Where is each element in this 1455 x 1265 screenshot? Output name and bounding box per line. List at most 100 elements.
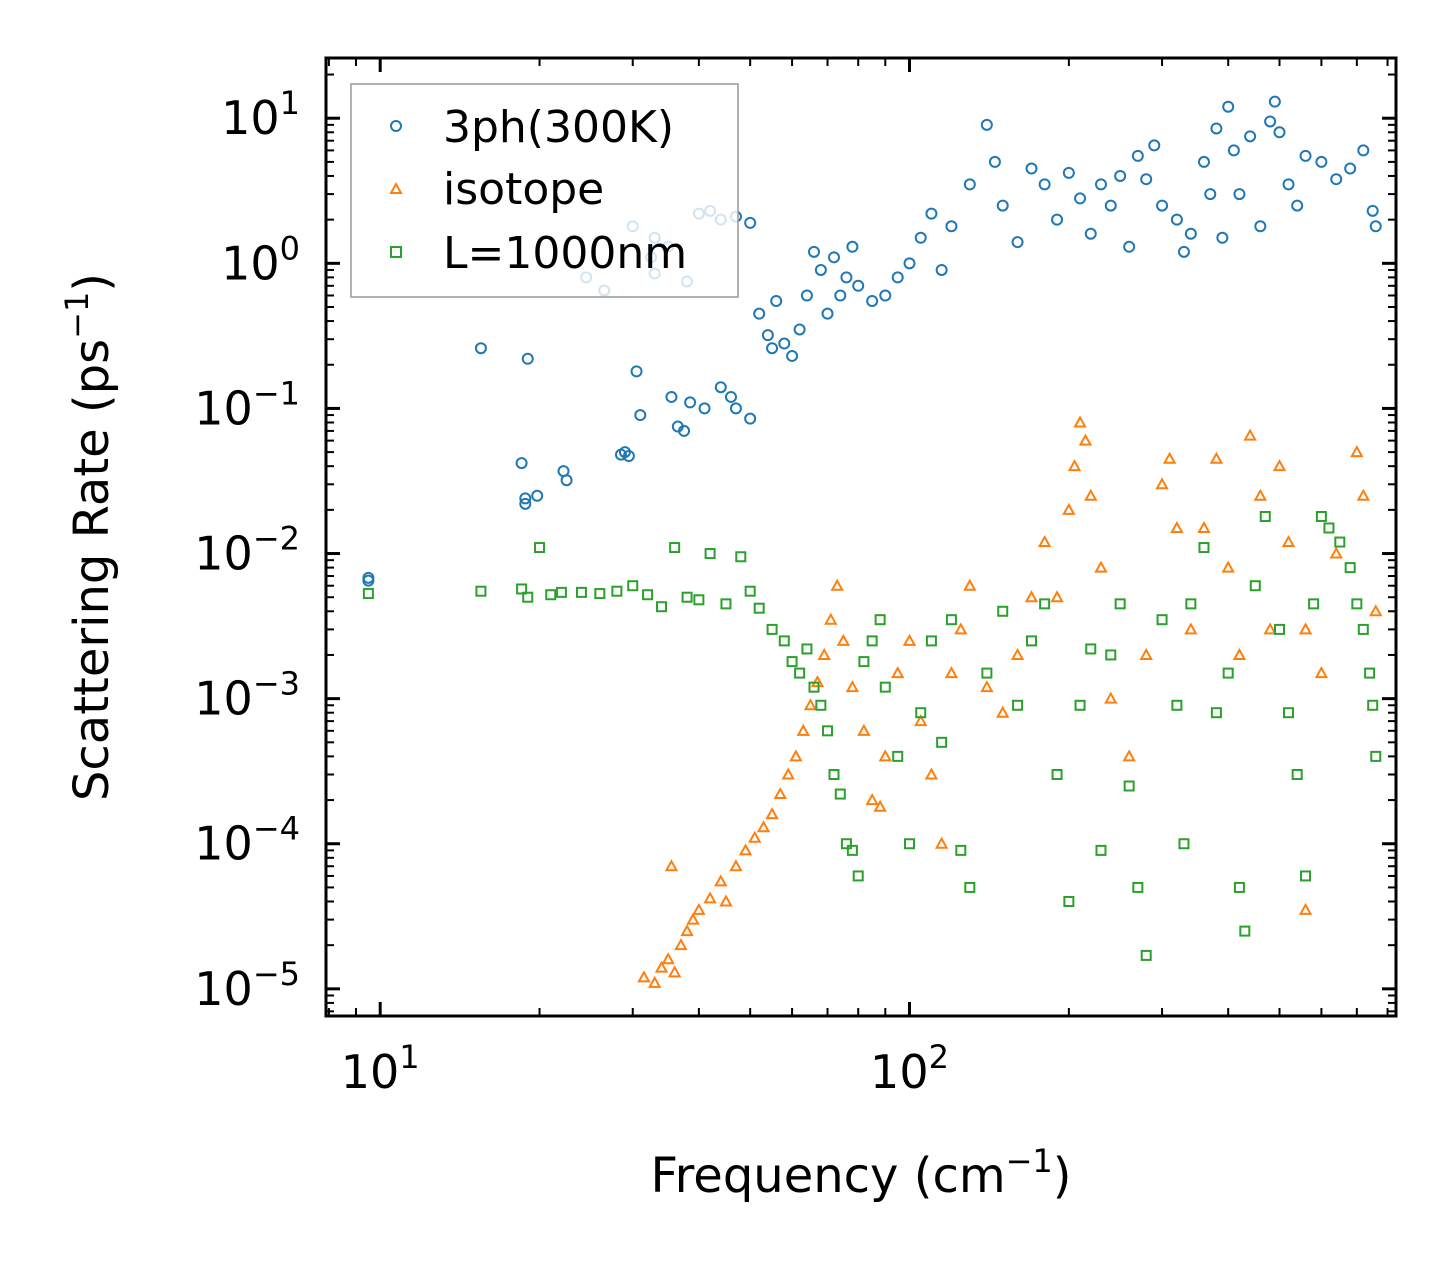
point-2-43: [945, 614, 957, 626]
point-2-10: [627, 580, 639, 592]
point-2-3: [522, 591, 534, 603]
point-0-25: [725, 390, 738, 403]
point-0-4: [519, 492, 532, 505]
point-2-55: [1095, 844, 1107, 856]
legend-box: [350, 83, 739, 298]
point-2-40: [915, 707, 927, 719]
point-1-50: [1078, 433, 1093, 446]
y-tick-label-0: 101: [221, 84, 300, 145]
point-0-51: [846, 240, 859, 253]
point-2-75: [1300, 870, 1312, 882]
point-2-80: [1344, 562, 1356, 574]
point-1-30: [865, 793, 879, 806]
point-2-31: [840, 838, 852, 850]
point-0-5: [519, 497, 532, 510]
legend-marker-3ph: [390, 120, 402, 132]
point-1-48: [1067, 459, 1082, 472]
point-1-16: [765, 807, 779, 820]
point-0-78: [1148, 139, 1161, 152]
point-2-4: [534, 542, 546, 554]
point-0-96: [1291, 199, 1304, 212]
point-1-24: [824, 612, 838, 625]
point-0-54: [879, 289, 892, 302]
point-2-23: [786, 656, 798, 668]
point-1-72: [1329, 546, 1343, 559]
point-2-25: [801, 643, 813, 655]
point-1-1: [647, 975, 662, 988]
point-1-19: [789, 749, 803, 762]
y-tick-label-2: 10−1: [194, 374, 300, 435]
point-0-38: [761, 329, 774, 342]
point-2-60: [1140, 949, 1152, 961]
point-1-74: [1356, 488, 1371, 501]
point-1-31: [873, 799, 887, 812]
point-2-11: [642, 589, 654, 601]
point-1-10: [714, 874, 728, 887]
point-1-35: [914, 714, 928, 727]
point-1-37: [934, 836, 949, 849]
point-0-94: [1273, 126, 1286, 139]
legend-label-l1000nm: L=1000nm: [443, 228, 687, 279]
point-0-3: [515, 457, 528, 470]
point-2-17: [720, 598, 732, 610]
point-0-100: [1344, 162, 1357, 175]
point-2-19: [744, 585, 756, 597]
legend-label-3ph: 3ph(300K): [443, 102, 674, 153]
x-tick-label-1: 102: [870, 1038, 949, 1099]
point-2-27: [815, 699, 827, 711]
point-1-43: [1010, 647, 1025, 660]
point-1-25: [830, 578, 844, 591]
point-2-72: [1273, 623, 1285, 635]
point-0-60: [945, 220, 958, 233]
point-2-84: [1367, 699, 1379, 711]
point-1-60: [1197, 520, 1211, 533]
point-2-33: [852, 870, 864, 882]
point-0-48: [827, 251, 840, 264]
point-0-95: [1282, 178, 1295, 191]
point-2-16: [704, 548, 716, 560]
point-0-85: [1210, 122, 1223, 135]
point-0-40: [770, 294, 783, 307]
point-0-19: [665, 390, 678, 403]
point-2-82: [1357, 623, 1369, 635]
point-0-58: [925, 207, 938, 220]
y-tick-label-4: 10−3: [194, 665, 300, 726]
point-0-66: [1025, 162, 1038, 175]
point-0-55: [891, 271, 904, 284]
point-0-73: [1104, 199, 1117, 212]
point-1-52: [1094, 560, 1108, 573]
point-1-17: [773, 786, 787, 800]
point-2-41: [925, 635, 937, 647]
point-2-48: [1012, 699, 1024, 711]
point-0-37: [753, 307, 766, 320]
point-2-36: [874, 614, 886, 626]
point-1-45: [1037, 534, 1052, 548]
point-2-37: [879, 681, 891, 693]
point-1-22: [810, 675, 825, 688]
point-0-68: [1051, 213, 1064, 226]
point-1-70: [1298, 902, 1313, 915]
point-2-69: [1239, 925, 1251, 937]
point-2-29: [828, 769, 840, 781]
point-1-67: [1272, 459, 1287, 472]
point-2-44: [955, 844, 967, 856]
point-1-26: [664, 859, 679, 872]
point-0-83: [1197, 155, 1210, 168]
x-axis-title: Frequency (cm−1): [650, 1142, 1071, 1204]
point-1-34: [902, 633, 917, 646]
point-0-70: [1074, 192, 1087, 205]
point-2-58: [1123, 780, 1135, 792]
point-0-63: [988, 155, 1001, 168]
point-2-12: [656, 601, 668, 613]
point-1-61: [1209, 451, 1224, 464]
point-0-46: [814, 263, 827, 276]
point-0-57: [914, 231, 927, 244]
point-2-15: [693, 594, 705, 606]
point-2-59: [1132, 881, 1144, 893]
point-1-63: [1232, 647, 1247, 660]
point-0-93: [1268, 95, 1281, 108]
point-2-56: [1105, 649, 1117, 661]
series-1: [637, 415, 1383, 988]
point-2-0: [362, 588, 374, 600]
point-0-97: [1299, 149, 1312, 162]
